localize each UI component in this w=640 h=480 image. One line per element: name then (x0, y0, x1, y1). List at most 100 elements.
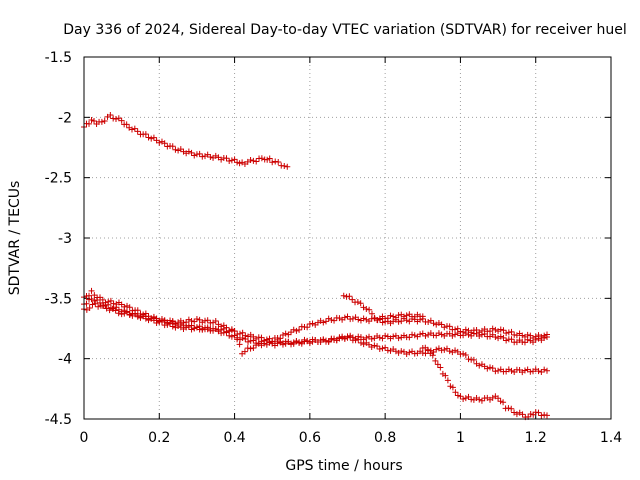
data-point (435, 320, 442, 327)
data-point (492, 368, 499, 375)
data-point (340, 292, 347, 299)
data-point (419, 315, 426, 322)
data-point (148, 135, 155, 142)
data-point (145, 317, 152, 324)
data-point (521, 367, 528, 374)
x-axis-label: GPS time / hours (285, 458, 402, 474)
data-point (382, 344, 389, 351)
data-point (495, 395, 502, 402)
data-point (544, 331, 551, 338)
data-point (344, 333, 351, 340)
data-point (258, 334, 265, 341)
data-point (508, 405, 515, 412)
data-point (503, 337, 510, 344)
data-point (199, 319, 206, 326)
data-point (417, 316, 424, 323)
data-point (169, 318, 176, 325)
data-point (508, 328, 515, 335)
x-tick-label: 0.4 (223, 430, 245, 446)
data-point (293, 327, 300, 334)
data-point (433, 346, 440, 353)
data-point (317, 337, 324, 344)
y-tick-label: -4 (58, 352, 72, 368)
data-point (411, 332, 418, 339)
y-tick-label: -3 (58, 231, 72, 247)
data-point (101, 117, 108, 124)
data-point (290, 339, 297, 346)
data-point (99, 302, 106, 309)
data-point (145, 134, 152, 141)
data-point (452, 326, 459, 333)
data-point (355, 336, 362, 343)
chart-title: Day 336 of 2024, Sidereal Day-to-day VTE… (63, 22, 626, 38)
data-point (140, 312, 147, 319)
data-point (438, 331, 445, 338)
x-tick-label: 1 (456, 430, 465, 446)
data-point (395, 318, 402, 325)
data-point (376, 346, 383, 353)
data-point (226, 158, 233, 165)
data-point (427, 347, 434, 354)
data-point (304, 324, 311, 331)
series-satellite-track-1 (81, 111, 291, 170)
data-point (352, 337, 359, 344)
data-point (269, 159, 276, 166)
data-point (478, 397, 485, 404)
data-point (92, 300, 99, 307)
data-point (417, 331, 424, 338)
data-point (89, 301, 96, 308)
data-point (497, 333, 504, 340)
data-point (272, 158, 279, 165)
data-point (247, 345, 254, 352)
data-point (489, 325, 496, 332)
data-point (121, 307, 128, 314)
data-point (406, 349, 413, 356)
y-tick-label: -1.5 (45, 50, 72, 66)
data-point (500, 334, 507, 341)
data-point (301, 336, 308, 343)
data-point (444, 377, 451, 384)
data-point (124, 308, 131, 315)
y-tick-label: -3.5 (45, 291, 72, 307)
data-point (447, 383, 454, 390)
data-point (454, 392, 461, 399)
data-point (497, 326, 504, 333)
data-point (519, 332, 526, 339)
data-point (94, 296, 101, 303)
data-point (437, 364, 444, 371)
data-point (476, 396, 483, 403)
data-point (263, 337, 270, 344)
data-point (86, 120, 93, 127)
data-point (247, 157, 254, 164)
data-point (422, 332, 429, 339)
data-point (382, 332, 389, 339)
data-point (462, 326, 469, 333)
data-point (239, 329, 246, 336)
data-point (234, 159, 241, 166)
data-point (530, 411, 537, 418)
data-point (309, 336, 316, 343)
data-point (357, 300, 364, 307)
grid (84, 57, 611, 419)
series-satellite-track-4 (81, 296, 426, 357)
data-point (231, 156, 238, 163)
data-point (347, 333, 354, 340)
data-points (81, 111, 551, 421)
data-point (169, 143, 176, 150)
data-point (103, 305, 110, 312)
data-point (524, 331, 531, 338)
y-axis-label: SDTVAR / TECUs (7, 181, 23, 296)
data-point (188, 326, 195, 333)
data-point (236, 160, 243, 167)
data-point (253, 342, 260, 349)
data-point (434, 361, 441, 368)
data-point (452, 347, 459, 354)
data-point (465, 393, 472, 400)
data-point (409, 331, 416, 338)
data-point (150, 134, 157, 141)
data-point (158, 319, 165, 326)
data-point (228, 333, 235, 340)
data-point (441, 346, 448, 353)
data-point (532, 333, 539, 340)
